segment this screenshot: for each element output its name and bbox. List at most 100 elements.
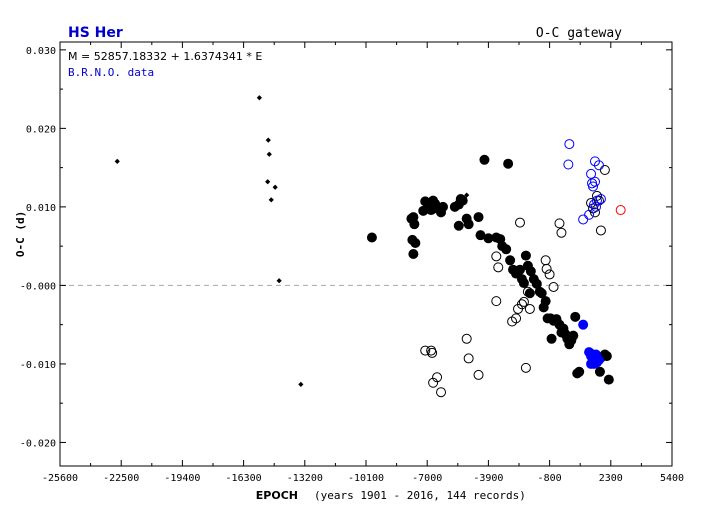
data-point-open [544,269,555,280]
y-tick-label: -0.020 [20,438,56,449]
data-point-open [420,345,431,356]
data-point-open [507,316,518,327]
data-point-open [595,225,606,236]
data-point-filled [540,296,551,307]
data-point-filled [409,219,420,230]
data-point-filled [410,238,421,249]
x-tick-label: -16300 [226,473,262,484]
data-point-open [593,160,604,171]
data-point-open [520,362,531,373]
data-point-open [548,281,559,292]
data-point-filled [475,230,486,241]
x-tick-label: 2300 [599,473,623,484]
data-point-open [427,347,438,358]
star-title: HS Her [68,25,123,41]
y-tick-label: 0.010 [26,203,56,214]
data-point-filled [536,288,547,299]
y-tick-label: -0.010 [20,360,56,371]
data-point-filled [453,220,464,231]
data-point-open [578,214,589,225]
data-point-open [588,181,599,192]
data-point-filled [520,250,531,261]
x-axis-note: (years 1901 - 2016, 144 records) [314,489,526,502]
data-point-open [562,333,573,344]
data-point-filled [457,195,468,206]
data-point-open [514,217,525,228]
data-point-filled [603,374,614,385]
data-point-open [590,156,601,167]
data-point-diamond [298,381,304,387]
data-source-label: B.R.N.O. data [68,66,154,79]
data-point-open [473,369,484,380]
data-point-filled [473,212,484,223]
data-point-filled [518,278,529,289]
y-tick-label: -0.000 [20,281,56,292]
x-tick-label: -22500 [103,473,139,484]
data-point-open [491,296,502,307]
data-point-open [589,199,600,210]
data-point-diamond [464,192,470,198]
data-point-open [590,176,601,187]
data-point-filled [601,351,612,362]
data-point-filled [514,264,525,275]
data-point-open [461,333,472,344]
data-point-filled [546,333,557,344]
data-point-filled [463,219,474,230]
data-point-diamond [114,158,120,164]
data-point-filled [525,266,536,277]
data-point-filled [479,154,490,165]
data-point-open [491,251,502,262]
data-point-diamond [265,137,271,143]
data-point-open [563,159,574,170]
plot-frame [59,41,673,467]
data-point-filled [570,311,581,322]
data-point-open [590,207,601,218]
x-tick-label: -10100 [348,473,384,484]
data-point-open [554,218,565,229]
gateway-label: O-C gateway [536,26,622,41]
y-tick-label: 0.030 [26,46,56,57]
data-point-open [586,168,597,179]
y-axis-ticks: 0.030 0.020 0.010 -0.000 -0.010 -0.020 [20,46,672,449]
data-point-diamond [266,151,272,157]
x-tick-label: -13200 [287,473,323,484]
data-point-open [524,303,535,314]
data-point-open [463,353,474,364]
data-point-open [540,255,551,266]
data-point-filled [503,158,514,169]
x-tick-label: 5400 [660,473,684,484]
data-point-filled [578,319,589,330]
data-point-filled [524,288,535,299]
data-point-filled [568,330,579,341]
data-point-open [584,209,595,220]
plot-border [59,41,673,467]
data-points [114,95,626,398]
data-point-diamond [276,278,282,284]
x-tick-label: -7000 [412,473,442,484]
data-point-open [595,194,606,205]
data-point-diamond [256,95,262,101]
data-point-filled [574,366,585,377]
data-point-open [511,313,522,324]
x-tick-label: -19400 [164,473,200,484]
data-point-open [615,205,626,216]
data-point-filled [366,232,377,243]
data-point-open [436,387,447,398]
x-tick-label: -3900 [473,473,503,484]
y-tick-label: 0.020 [26,124,56,135]
data-point-filled [437,201,448,212]
data-point-diamond [272,184,278,190]
data-point-filled [501,244,512,255]
data-point-open [564,139,575,150]
x-axis-label: EPOCH [256,489,298,502]
data-point-open [493,262,504,273]
data-point-open [590,201,601,212]
data-point-diamond [265,179,271,185]
data-point-filled [483,233,494,244]
data-point-open [522,286,533,297]
x-tick-label: -25600 [42,473,78,484]
x-axis-ticks: -25600 -22500 -19400 -16300 -13200 -10100 -700… [42,42,684,484]
data-point-open [518,296,529,307]
data-point-filled [408,249,419,259]
